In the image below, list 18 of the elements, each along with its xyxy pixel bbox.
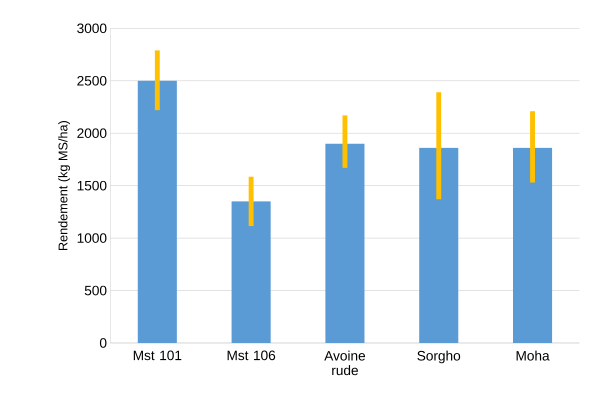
y-axis-title: Rendement (kg MS/ha) (58, 121, 70, 250)
y-tick-label: 500 (84, 286, 106, 296)
y-tick-label: 2000 (77, 128, 106, 138)
bar (232, 202, 271, 344)
x-tick-label: Mst 106 (228, 350, 276, 360)
y-tick-label: 0 (100, 338, 106, 348)
x-tick-label: Avoine rude (324, 350, 366, 376)
x-tick-label: Moha (516, 350, 550, 361)
bar (325, 144, 364, 344)
bar (513, 148, 552, 344)
y-tick-label: 2500 (77, 76, 106, 86)
bar (138, 80, 177, 344)
y-tick-label: 1000 (78, 233, 106, 244)
bar (419, 148, 458, 344)
x-tick-label: Sorgho (417, 350, 460, 364)
y-tick-label: 3000 (77, 24, 106, 34)
y-tick-label: 1500 (78, 181, 106, 191)
x-tick-label: Mst 101 (134, 350, 182, 360)
